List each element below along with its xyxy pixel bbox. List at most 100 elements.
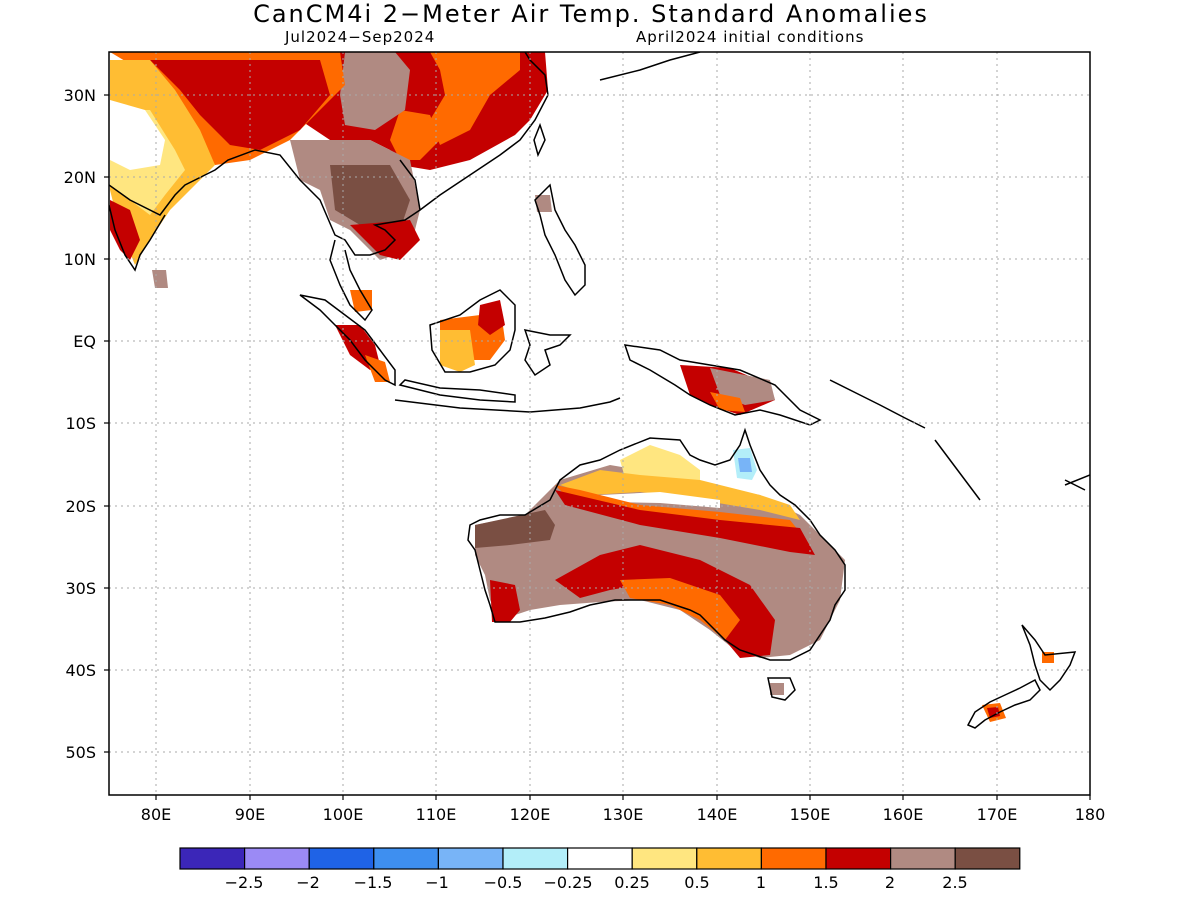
anomaly-region-sumatra-orange: [365, 355, 390, 382]
anomaly-region-china-orange: [430, 52, 520, 145]
colorbar-swatch: [631, 847, 698, 870]
lon-label: 160E: [883, 805, 924, 824]
coastline-india-west: [109, 204, 166, 272]
colorbar-swatch: [825, 847, 892, 870]
lat-label: 30S: [65, 579, 96, 598]
latitude-labels: 30N 20N 10N EQ 10S 20S 30S 40S 50S: [64, 86, 96, 762]
forecast-period: Jul2024−Sep2024: [285, 28, 436, 46]
colorbar-label: 1: [756, 873, 766, 892]
coastline-australia: [467, 427, 846, 661]
anomaly-region-australia-north-yellow: [620, 445, 700, 480]
colorbar-label: 2.5: [942, 873, 967, 892]
colorbar-swatch: [502, 847, 569, 870]
anomaly-region-tibet-brown: [340, 52, 410, 130]
colorbar-swatch: [437, 847, 504, 870]
coastline-japan: [599, 52, 701, 81]
colorbar-label: −2: [296, 873, 320, 892]
anomaly-region-queensland-blue: [738, 458, 752, 472]
lat-label: 10N: [64, 250, 96, 269]
coastline-borneo: [429, 289, 516, 373]
coastline-nz-north: [1021, 624, 1077, 692]
lon-label: 170E: [977, 805, 1018, 824]
lat-label: 10S: [65, 414, 96, 433]
lon-label: 80E: [141, 805, 171, 824]
anomaly-region-india-white: [110, 100, 165, 170]
colorbar-swatch: [696, 847, 762, 870]
colorbar-swatch: [889, 847, 956, 870]
anomaly-region-australia-west-dark: [475, 510, 555, 548]
axis-ticks: [104, 94, 1091, 800]
lat-label: 30N: [64, 86, 96, 105]
coastline-malay-peninsula: [329, 239, 373, 322]
coastline-sumatra: [299, 294, 396, 387]
anomaly-region-borneo-red: [478, 300, 505, 335]
initial-conditions-label: April2024 initial conditions: [636, 28, 865, 46]
anomaly-region-australia-sw-red: [490, 580, 520, 622]
colorbar-label: −1: [425, 873, 449, 892]
colorbar-swatch: [954, 847, 1021, 870]
coastlines: [109, 52, 1090, 729]
colorbar-label: 2: [885, 873, 895, 892]
lon-label: 90E: [235, 805, 265, 824]
lon-label: 140E: [697, 805, 738, 824]
anomaly-region-tasmania: [770, 683, 784, 695]
colorbar-swatch: [308, 847, 375, 870]
lat-label: EQ: [73, 332, 96, 351]
colorbar-swatch: [244, 847, 310, 870]
coastline-solomon-islands: [829, 379, 926, 429]
map-frame: [108, 51, 1091, 796]
coastline-vanuatu-fiji: [934, 439, 1090, 501]
anomaly-region-china-orange-2: [390, 110, 440, 160]
gridlines: [109, 52, 1090, 795]
coastline-java: [398, 379, 516, 403]
coastline-india: [109, 149, 421, 256]
anomaly-region-borneo-yellow: [440, 330, 475, 372]
anomaly-region-philippines: [535, 195, 552, 212]
anomaly-region-indochina-red: [350, 220, 420, 260]
coastline-tasmania: [767, 677, 796, 701]
lat-label: 20S: [65, 497, 96, 516]
lat-label: 40S: [65, 661, 96, 680]
colorbar-label: 0.5: [684, 873, 709, 892]
coastline-sulawesi: [523, 329, 572, 377]
coastline-china: [419, 52, 549, 211]
anomaly-region-india-sw-red: [110, 200, 140, 260]
colorbar-label: −0.25: [543, 873, 592, 892]
map-title: CanCM4i 2−Meter Air Temp. Standard Anoma…: [253, 0, 929, 28]
colorbar-swatch: [566, 847, 633, 870]
anomaly-region-australia-south-red: [555, 545, 775, 658]
lon-label: 130E: [603, 805, 644, 824]
coastline-lesser-sunda: [394, 397, 621, 413]
colorbar-labels: −2.5 −2 −1.5 −1 −0.5 −0.25 0.25 0.5 1 1.…: [225, 873, 968, 892]
longitude-labels: 80E 90E 100E 110E 120E 130E 140E 150E 16…: [141, 805, 1106, 824]
lon-label: 120E: [510, 805, 551, 824]
lon-label: 150E: [790, 805, 831, 824]
coastline-taiwan: [533, 122, 546, 158]
colorbar-swatch: [760, 847, 827, 870]
colorbar: [179, 847, 1021, 870]
anomaly-region-india-red: [150, 60, 330, 150]
anomaly-fields: [110, 52, 1054, 722]
colorbar-swatch: [373, 847, 439, 870]
lat-label: 20N: [64, 168, 96, 187]
anomaly-region-srilanka: [152, 270, 168, 288]
anomaly-region-nz-south-red: [987, 707, 1000, 718]
lon-label: 100E: [323, 805, 364, 824]
coastline-new-guinea: [623, 344, 822, 426]
colorbar-label: −2.5: [225, 873, 264, 892]
colorbar-label: 1.5: [813, 873, 838, 892]
lon-label: 110E: [416, 805, 457, 824]
anomaly-region-malaysia-orange: [350, 290, 372, 312]
lat-label: 50S: [65, 743, 96, 762]
colorbar-label: −1.5: [354, 873, 393, 892]
colorbar-swatch: [179, 847, 246, 870]
anomaly-region-indochina-dark: [330, 165, 410, 230]
lon-label: 180: [1075, 805, 1106, 824]
anomaly-region-australia-north-white: [600, 492, 720, 508]
colorbar-label: 0.25: [614, 873, 650, 892]
coastline-nz-south: [966, 678, 1041, 729]
colorbar-label: −0.5: [484, 873, 523, 892]
coastline-philippines: [534, 183, 586, 297]
anomaly-region-newguinea-orange: [710, 392, 745, 412]
